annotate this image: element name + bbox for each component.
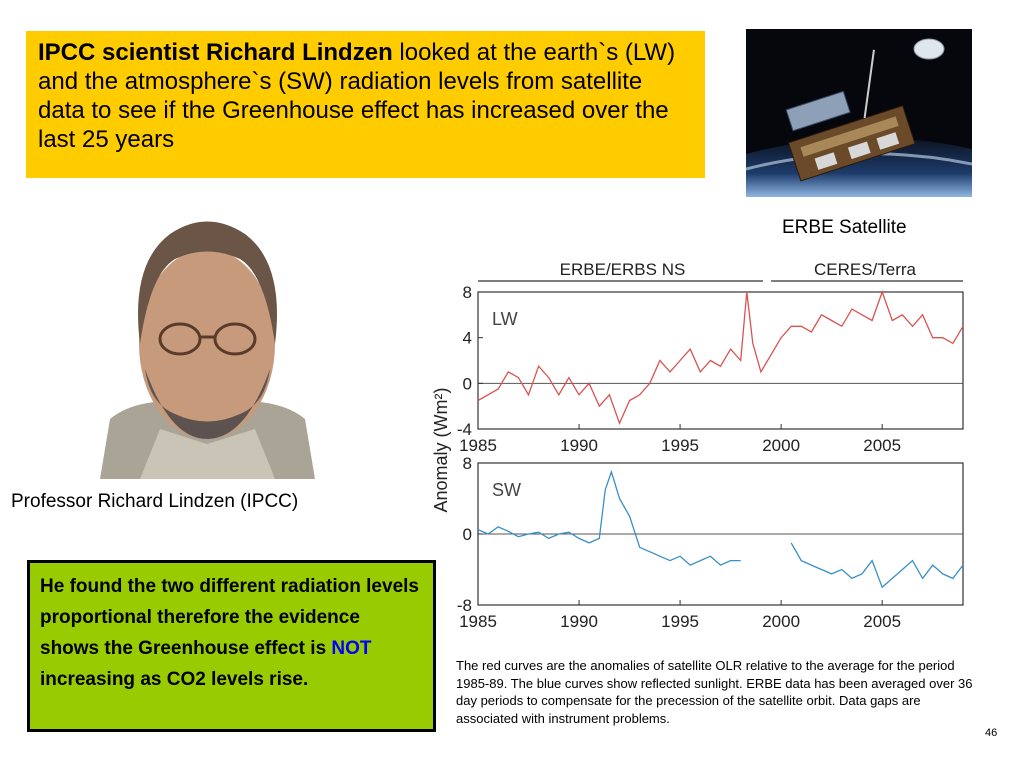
y-tick-label-lw: 0 — [463, 374, 472, 393]
x-tick-label-lw: 2000 — [762, 436, 800, 455]
conclusion-text: He found the two different radiation lev… — [40, 571, 423, 695]
slide-number: 46 — [985, 727, 998, 739]
x-tick-label-lw: 2005 — [863, 436, 901, 455]
panel-label-lw: LW — [492, 309, 518, 329]
y-tick-label-lw: 4 — [463, 329, 472, 348]
period-label-erbe: ERBE/ERBS NS — [560, 260, 686, 279]
x-tick-label-lw: 1990 — [560, 436, 598, 455]
series-line-lw — [477, 290, 964, 426]
x-tick-label-sw: 1995 — [661, 612, 699, 631]
chart-note: The red curves are the anomalies of sate… — [456, 658, 973, 726]
headline-bold: IPCC scientist Richard Lindzen — [38, 39, 393, 66]
y-tick-label-lw: 8 — [463, 283, 472, 302]
headline-box: IPCC scientist Richard Lindzen looked at… — [26, 31, 705, 178]
x-tick-label-sw: 2000 — [762, 612, 800, 631]
headline-text: IPCC scientist Richard Lindzen looked at… — [38, 38, 693, 154]
x-tick-label-sw: 1990 — [560, 612, 598, 631]
y-tick-label-sw: 8 — [463, 454, 472, 473]
satellite-caption: ERBE Satellite — [782, 217, 907, 238]
panel-label-sw: SW — [492, 480, 521, 500]
x-tick-label-sw: 1985 — [459, 612, 497, 631]
x-tick-label-lw: 1995 — [661, 436, 699, 455]
series-line-sw — [477, 469, 964, 589]
y-tick-label-lw: -4 — [457, 420, 472, 439]
conclusion-emphasis: NOT — [331, 638, 372, 659]
portrait-caption: Professor Richard Lindzen (IPCC) — [11, 491, 299, 512]
y-tick-label-sw: -8 — [457, 596, 472, 615]
headline-rest: looked at the earth`s (LW) and the atmos… — [38, 39, 676, 153]
satellite-photo — [746, 29, 972, 197]
y-axis-label: Anomaly (Wm²) — [431, 388, 451, 513]
x-tick-label-sw: 2005 — [863, 612, 901, 631]
conclusion-before: He found the two different radiation lev… — [40, 576, 419, 659]
conclusion-box: He found the two different radiation lev… — [27, 560, 436, 732]
radiation-anomaly-chart: ERBE/ERBS NS CERES/Terra Anomaly (Wm²) 8 4 0 -… — [431, 260, 964, 631]
portrait-photo — [100, 204, 315, 479]
x-tick-label-lw: 1985 — [459, 436, 497, 455]
y-tick-label-sw: 0 — [463, 525, 472, 544]
conclusion-after: increasing as CO2 levels rise. — [40, 669, 309, 690]
panel-frame-lw — [477, 291, 964, 430]
period-label-ceres: CERES/Terra — [814, 260, 917, 279]
